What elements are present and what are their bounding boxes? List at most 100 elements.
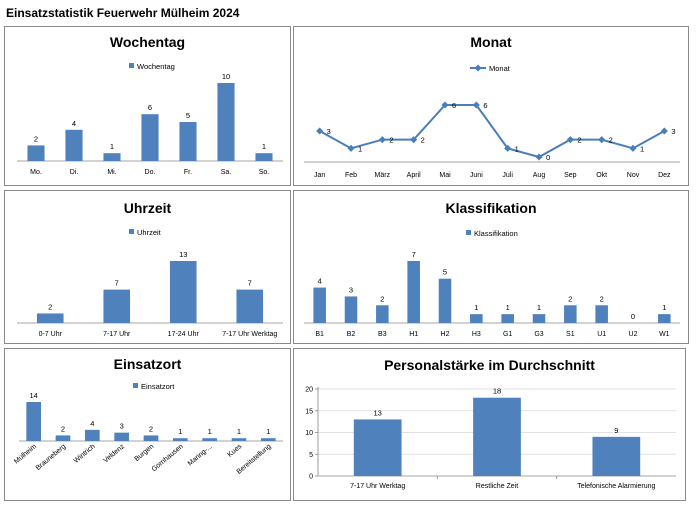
legend-swatch-icon <box>466 230 471 235</box>
bar-klassifikation <box>344 296 358 323</box>
bar-einsatzort <box>26 402 41 441</box>
x-tick-label: Dez <box>658 172 671 179</box>
data-label: 4 <box>318 277 322 286</box>
bar-klassifikation <box>313 287 326 323</box>
chart-panel-klassifikation: Klassifikation Klassifikation 4 B1 3 B2 2 B3 7 H1… <box>293 190 689 344</box>
bar-klassifikation <box>501 314 514 323</box>
x-tick-label: Di. <box>70 169 79 176</box>
data-label: 13 <box>373 408 381 417</box>
x-tick-label: Sa. <box>221 169 232 176</box>
data-label: 2 <box>149 424 153 433</box>
chart-svg-wochentag: Wochentag Wochentag 2 Mo. 4 Di. 1 Mi. 6 Do. 5 Fr. 10… <box>17 34 283 176</box>
y-tick-label: 0 <box>309 474 313 481</box>
legend-marker-icon <box>474 64 482 72</box>
data-label: 0 <box>546 153 550 162</box>
bar-personal <box>353 419 402 476</box>
x-tick-label: Mi. <box>107 169 116 176</box>
data-label: 2 <box>48 302 52 311</box>
x-tick-label: Feb <box>345 172 357 179</box>
x-tick-label: H1 <box>409 331 418 338</box>
data-point <box>410 136 418 144</box>
bar-einsatzort <box>202 438 217 441</box>
data-label: 3 <box>349 285 353 294</box>
x-tick-label: April <box>407 172 421 179</box>
x-tick-label: Aug <box>533 172 546 179</box>
bar-einsatzort <box>261 438 276 441</box>
bar-klassifikation <box>407 261 420 323</box>
data-label: 2 <box>34 134 38 143</box>
x-tick-label: Nov <box>627 172 640 179</box>
bar-uhrzeit <box>36 313 64 323</box>
x-tick-label: Burgen <box>133 443 155 463</box>
x-tick-label: Gornhausen <box>151 443 185 473</box>
x-tick-label: Mai <box>439 172 451 179</box>
data-label: 1 <box>474 303 478 312</box>
data-label: 6 <box>483 101 487 110</box>
x-tick-label: G3 <box>534 331 543 338</box>
data-label: 6 <box>148 103 152 112</box>
data-label: 1 <box>640 144 644 153</box>
x-tick-label: Maring-... <box>187 443 214 467</box>
data-label: 13 <box>179 250 187 259</box>
data-label: 3 <box>327 127 331 136</box>
chart-svg-uhrzeit: Uhrzeit Uhrzeit 2 0-7 Uhr 7 7-17 Uhr 13 17-24 U… <box>17 200 283 338</box>
x-tick-label: Telefonische Alarmierung <box>577 483 655 490</box>
chart-panel-monat: Monat Monat 3 Jan 1 Feb 2 März 2 April 6 Mai 6 Juni 1 J… <box>293 26 689 186</box>
data-label: 4 <box>72 119 76 128</box>
bar-einsatzort <box>231 438 247 441</box>
data-point <box>441 101 449 109</box>
legend: Einsatzort <box>133 382 175 391</box>
y-tick-label: 10 <box>305 430 313 437</box>
x-tick-label: W1 <box>659 331 670 338</box>
x-tick-label: Juli <box>502 172 513 179</box>
data-label: 1 <box>662 303 666 312</box>
x-tick-label: Brauneberg <box>35 443 68 472</box>
x-tick-label: 7-17 Uhr Werktag <box>222 331 277 338</box>
x-tick-label: Mülheim <box>13 443 38 465</box>
chart-title: Monat <box>470 34 512 50</box>
data-label: 1 <box>537 303 541 312</box>
data-label: 10 <box>222 72 230 81</box>
data-label: 1 <box>266 427 270 436</box>
bar-wochentag <box>141 114 159 161</box>
data-label: 4 <box>90 419 94 428</box>
data-label: 7 <box>248 279 252 288</box>
x-tick-label: Veldenz <box>102 443 126 465</box>
bar-einsatzort <box>85 429 100 441</box>
data-label: 6 <box>452 101 456 110</box>
data-label: 2 <box>568 294 572 303</box>
bar-uhrzeit <box>103 289 131 323</box>
bar-einsatzort <box>114 432 129 441</box>
data-label: 1 <box>178 427 182 436</box>
x-tick-label: U1 <box>597 331 606 338</box>
bar-klassifikation <box>376 305 389 323</box>
x-tick-label: Do. <box>145 169 156 176</box>
data-label: 1 <box>358 144 362 153</box>
x-tick-label: März <box>375 172 391 179</box>
data-label: 18 <box>493 387 501 396</box>
data-label: 2 <box>609 136 613 145</box>
data-label: 9 <box>614 426 618 435</box>
y-tick-label: 20 <box>305 387 313 394</box>
bar-klassifikation <box>595 305 608 323</box>
data-point <box>378 136 386 144</box>
y-tick-label: 15 <box>305 408 313 415</box>
legend-swatch-icon <box>129 63 134 68</box>
bar-einsatzort <box>143 435 159 441</box>
data-point <box>347 144 355 152</box>
x-tick-label: Mo. <box>30 169 42 176</box>
data-label: 1 <box>237 427 241 436</box>
x-tick-label: Wintrich <box>73 443 97 465</box>
x-tick-label: B3 <box>378 331 387 338</box>
x-tick-label: U2 <box>629 331 638 338</box>
bar-personal <box>592 436 641 476</box>
bar-klassifikation <box>438 278 452 323</box>
data-label: 14 <box>29 391 37 400</box>
x-tick-label: H3 <box>472 331 481 338</box>
data-label: 0 <box>631 312 635 321</box>
data-label: 2 <box>380 294 384 303</box>
data-label: 1 <box>208 427 212 436</box>
x-tick-label: B1 <box>315 331 324 338</box>
chart-panel-uhrzeit: Uhrzeit Uhrzeit 2 0-7 Uhr 7 7-17 Uhr 13 17-24 U… <box>4 190 291 344</box>
x-tick-label: 17-24 Uhr <box>168 331 200 338</box>
